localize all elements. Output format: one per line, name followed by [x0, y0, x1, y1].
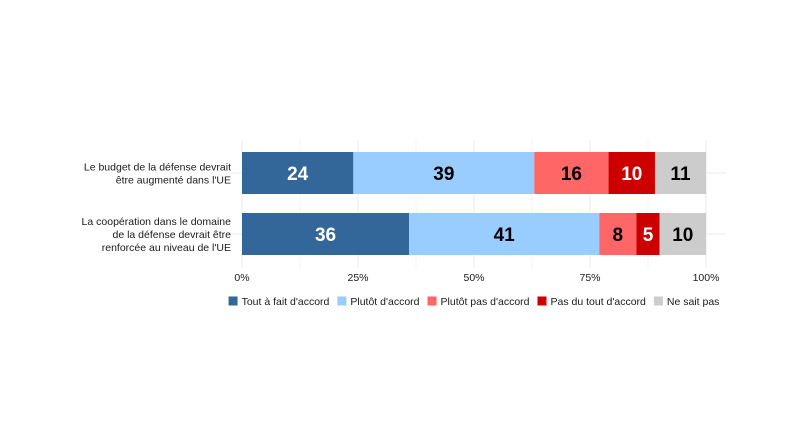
bar-segment: [353, 152, 535, 194]
x-tick-label: 0%: [234, 272, 249, 284]
bar-segment: [534, 152, 609, 194]
bar-segment: [654, 152, 706, 194]
category-labels: Le budget de la défense devrait être augm…: [82, 162, 232, 255]
bar-segment: [242, 213, 410, 255]
data-label: 11: [670, 164, 691, 185]
data-label: 8: [613, 225, 624, 246]
bar-segment: [599, 213, 637, 255]
legend-label: Ne sait pas: [667, 296, 720, 308]
legend-key: [228, 296, 238, 306]
legend-key: [653, 296, 663, 306]
bars: 24 39 16 10 11 36 41 8 5 10: [242, 152, 706, 255]
x-tick-label: 25%: [347, 272, 368, 284]
legend-label: Pas du tout d'accord: [551, 296, 647, 308]
x-tick-label: 100%: [693, 272, 720, 284]
bar-segment: [409, 213, 600, 255]
data-label: 36: [315, 225, 336, 246]
x-tick-label: 50%: [463, 272, 484, 284]
legend-key: [427, 296, 437, 306]
data-label: 41: [494, 225, 516, 246]
data-label: 10: [621, 164, 642, 185]
category-label: La coopération dans le domaine de la défe…: [82, 216, 232, 254]
data-label: 16: [561, 164, 582, 185]
legend-key: [337, 296, 347, 306]
x-tick-label: 75%: [579, 272, 600, 284]
category-label: Le budget de la défense devrait être augm…: [84, 162, 231, 187]
data-label: 10: [672, 225, 693, 246]
bar-segment: [659, 213, 706, 255]
bar-segment: [242, 152, 354, 194]
legend-label: Plutôt d'accord: [350, 296, 419, 308]
legend: Tout à fait d'accord Plutôt d'accord Plutô…: [228, 296, 720, 308]
legend-key: [537, 296, 547, 306]
bar-segment: [636, 213, 660, 255]
x-axis-ticks: 0% 25% 50% 75% 100%: [234, 272, 719, 284]
data-label: 39: [433, 164, 454, 185]
legend-label: Plutôt pas d'accord: [441, 296, 530, 308]
legend-label: Tout à fait d'accord: [242, 296, 330, 308]
bar-segment: [608, 152, 655, 194]
data-label: 5: [643, 225, 654, 246]
data-label: 24: [287, 164, 309, 185]
